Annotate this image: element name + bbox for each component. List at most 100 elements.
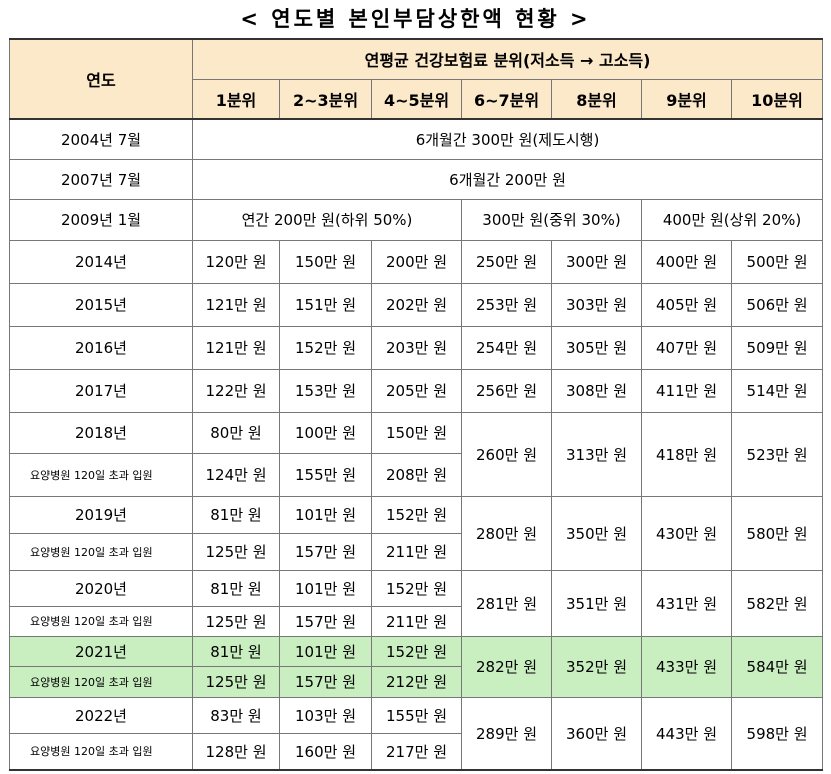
value-cell: 200만 원 (371, 239, 462, 284)
table-row: 요양병원 120일 초과 입원 125만 원 157만 원 211만 원 (9, 532, 823, 571)
table-row: 2021년 81만 원 101만 원 152만 원 282만 원 352만 원 433만 원… (9, 635, 824, 698)
value-cell: 350만 원 (551, 495, 642, 571)
decile-header: 6~7분위 (461, 78, 552, 120)
value-cell: 121만 원 (192, 325, 280, 370)
value-cell: 300만 원(중위 30%) (461, 198, 642, 241)
sub-category-cell: 요양병원 120일 초과 입원 (9, 452, 193, 497)
value-cell: 212만 원 (371, 665, 462, 698)
value-cell: 400만 원(상위 20%) (640, 198, 824, 241)
value-cell: 150만 원 (279, 239, 372, 284)
value-cell: 598만 원 (730, 696, 824, 771)
table-row: 2019년 81만 원 101만 원 152만 원 280만 원 350만 원 430만 원… (9, 495, 824, 571)
value-cell: 81만 원 (192, 635, 280, 667)
table-row: 2007년 7월 6개월간 200만 원 (9, 158, 824, 200)
value-cell: 6개월간 200만 원 (191, 158, 824, 200)
value-cell: 151만 원 (279, 282, 372, 327)
value-cell: 152만 원 (371, 635, 462, 667)
value-cell: 101만 원 (279, 495, 372, 534)
value-cell: 122만 원 (192, 368, 280, 413)
value-cell: 584만 원 (730, 635, 824, 698)
year-column-header: 연도 (9, 38, 193, 120)
table-row: 2009년 1월 연간 200만 원(하위 50%) 300만 원(중위 30%) 4… (9, 198, 824, 241)
value-cell: 250만 원 (461, 239, 552, 284)
value-cell: 6개월간 300만 원(제도시행) (191, 118, 824, 160)
table-row: 2020년 81만 원 101만 원 152만 원 281만 원 351만 원 431만 원… (9, 569, 824, 637)
value-cell: 157만 원 (279, 605, 372, 637)
value-cell: 580만 원 (730, 495, 824, 571)
page-title: < 연도별 본인부담상한액 현황 > (240, 7, 591, 31)
value-cell: 80만 원 (192, 411, 280, 454)
value-cell: 157만 원 (279, 665, 372, 698)
year-cell: 2017년 (9, 368, 193, 413)
value-cell: 300만 원 (551, 239, 642, 284)
value-cell: 313만 원 (551, 411, 642, 497)
value-cell: 582만 원 (730, 569, 824, 637)
value-cell: 400만 원 (641, 239, 732, 284)
sub-category-cell: 요양병원 120일 초과 입원 (9, 665, 193, 698)
value-cell: 506만 원 (730, 282, 824, 327)
value-cell: 256만 원 (461, 368, 552, 413)
year-cell: 2004년 7월 (9, 118, 193, 160)
value-cell: 125만 원 (192, 532, 280, 571)
value-cell: 125만 원 (192, 665, 280, 698)
table-row: 2016년 121만 원 152만 원 203만 원 254만 원 305만 원 407만 … (9, 325, 824, 370)
value-cell: 202만 원 (371, 282, 462, 327)
value-cell: 101만 원 (279, 569, 372, 607)
value-cell: 160만 원 (279, 732, 372, 771)
value-cell: 150만 원 (371, 411, 462, 454)
value-cell: 289만 원 (461, 696, 552, 771)
value-cell: 514만 원 (730, 368, 824, 413)
value-cell: 203만 원 (371, 325, 462, 370)
sub-category-cell: 요양병원 120일 초과 입원 (9, 732, 193, 771)
value-cell: 217만 원 (371, 732, 462, 771)
decile-header: 4~5분위 (371, 78, 462, 120)
value-cell: 282만 원 (461, 635, 552, 698)
year-cell: 2016년 (9, 325, 193, 370)
table-row: 요양병원 120일 초과 입원 125만 원 157만 원 212만 원 (9, 665, 823, 698)
value-cell: 523만 원 (730, 411, 824, 497)
value-cell: 211만 원 (371, 532, 462, 571)
value-cell: 280만 원 (461, 495, 552, 571)
value-cell: 120만 원 (192, 239, 280, 284)
year-cell: 2009년 1월 (9, 198, 193, 241)
decile-header: 8분위 (551, 78, 642, 120)
value-cell: 205만 원 (371, 368, 462, 413)
value-cell: 155만 원 (371, 696, 462, 734)
decile-header: 2~3분위 (279, 78, 372, 120)
table-row: 2022년 83만 원 103만 원 155만 원 289만 원 360만 원 443만 원… (9, 696, 824, 771)
year-cell: 2018년 (9, 411, 193, 454)
sub-category-cell: 요양병원 120일 초과 입원 (9, 605, 193, 637)
value-cell: 308만 원 (551, 368, 642, 413)
value-cell: 152만 원 (371, 495, 462, 534)
value-cell: 430만 원 (641, 495, 732, 571)
value-cell: 125만 원 (192, 605, 280, 637)
year-cell: 2021년 (9, 635, 193, 667)
value-cell: 253만 원 (461, 282, 552, 327)
value-cell: 208만 원 (371, 452, 462, 497)
value-cell: 509만 원 (730, 325, 824, 370)
year-cell: 2020년 (9, 569, 193, 607)
year-cell: 2007년 7월 (9, 158, 193, 200)
value-cell: 281만 원 (461, 569, 552, 637)
value-cell: 81만 원 (192, 495, 280, 534)
table-row: 2014년 120만 원 150만 원 200만 원 250만 원 300만 원 400만 … (9, 239, 824, 284)
value-cell: 352만 원 (551, 635, 642, 698)
decile-header: 9분위 (641, 78, 732, 120)
value-cell: 101만 원 (279, 635, 372, 667)
value-cell: 103만 원 (279, 696, 372, 734)
year-cell: 2014년 (9, 239, 193, 284)
table-row: 2018년 80만 원 100만 원 150만 원 260만 원 313만 원 418만 원… (9, 411, 824, 497)
table-row: 요양병원 120일 초과 입원 125만 원 157만 원 211만 원 (9, 605, 823, 637)
table-row: 요양병원 120일 초과 입원 124만 원 155만 원 208만 원 (9, 452, 823, 497)
value-cell: 500만 원 (730, 239, 824, 284)
value-cell: 153만 원 (279, 368, 372, 413)
decile-group-header: 연평균 건강보험료 분위(저소득 → 고소득) (191, 38, 824, 80)
value-cell: 405만 원 (641, 282, 732, 327)
value-cell: 431만 원 (641, 569, 732, 637)
value-cell: 83만 원 (192, 696, 280, 734)
table-row: 2004년 7월 6개월간 300만 원(제도시행) (9, 118, 824, 160)
value-cell: 303만 원 (551, 282, 642, 327)
sub-category-cell: 요양병원 120일 초과 입원 (9, 532, 193, 571)
value-cell: 124만 원 (192, 452, 280, 497)
table-row: 2015년 121만 원 151만 원 202만 원 253만 원 303만 원 405만 … (9, 282, 824, 327)
